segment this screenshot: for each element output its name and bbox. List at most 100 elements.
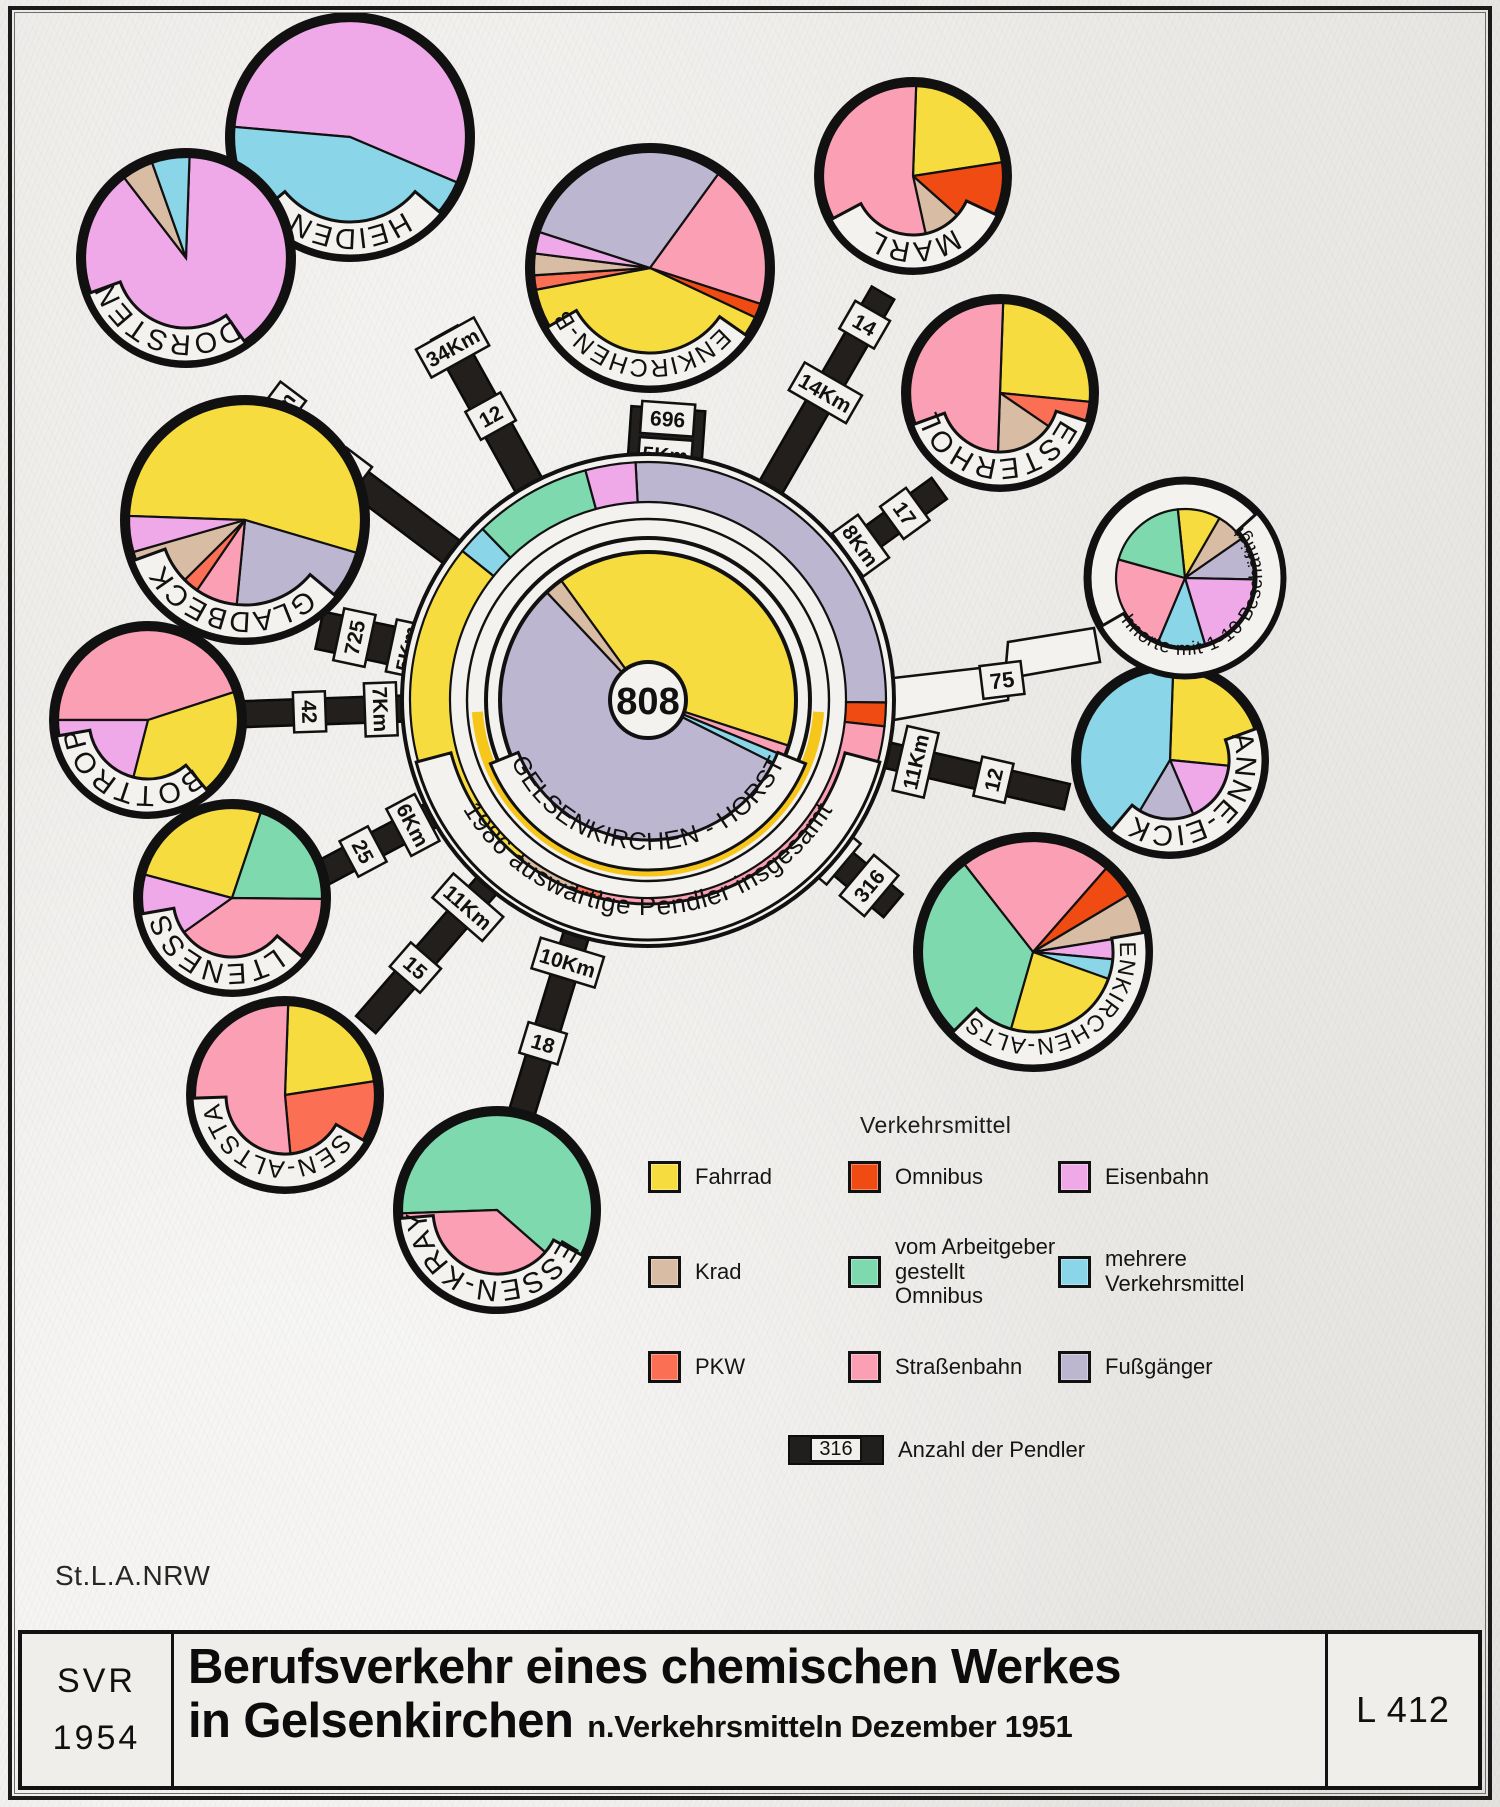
- band-number-text: 7Km: [367, 686, 392, 732]
- band-number-plate: 316: [838, 853, 901, 918]
- band-number-plate: 75: [978, 659, 1026, 701]
- pie-slice: [963, 839, 1108, 954]
- pendler-band-chip: 316: [788, 1434, 884, 1465]
- legend-label: Eisenbahn: [1105, 1163, 1209, 1189]
- band-number-text: 42: [297, 700, 321, 724]
- legend-swatch: [648, 1161, 681, 1193]
- ring-slice: [584, 461, 639, 511]
- place-circle[interactable]: ESSEN-KRAY: [393, 1106, 601, 1314]
- legend-label: mehrere Verkehrsmittel: [1105, 1246, 1245, 1296]
- sheet-number: L 412: [1356, 1689, 1450, 1730]
- place-circle[interactable]: HEIDEN: [225, 12, 475, 262]
- legend-label: Krad: [695, 1258, 742, 1284]
- pendler-band-label: Anzahl der Pendler: [898, 1436, 1086, 1462]
- legend-pendler-key: 316 Anzahl der Pendler: [788, 1434, 1268, 1465]
- legend-label: Omnibus: [895, 1163, 984, 1189]
- place-circle[interactable]: MARL: [814, 77, 1012, 275]
- pie-slice: [127, 402, 363, 555]
- band-number-plate: 12: [463, 390, 518, 442]
- label-ribbon: [1108, 726, 1265, 855]
- legend-item: Straßenbahn: [848, 1350, 1058, 1383]
- pie-slice: [648, 172, 768, 306]
- legend-label: Fußgänger: [1105, 1353, 1213, 1379]
- legend-item: Krad: [648, 1235, 848, 1309]
- pie-slice: [230, 811, 324, 901]
- pendler-band-value: 316: [810, 1437, 862, 1463]
- pie-slice: [538, 150, 720, 270]
- title-block-org: SVR 1954: [22, 1634, 174, 1786]
- legend-swatch: [648, 1350, 681, 1383]
- band-number-plate: 7Km: [362, 680, 399, 738]
- legend-label: vom Arbeitgeber gestellt Omnibus: [895, 1234, 1056, 1309]
- band-number-plate: 17: [878, 486, 932, 541]
- legend-item: Eisenbahn: [1058, 1161, 1268, 1193]
- place-circle[interactable]: DORSTEN: [76, 148, 296, 368]
- pie-slice: [233, 19, 468, 184]
- label-ribbon: [544, 308, 750, 389]
- pie-slice: [143, 806, 263, 900]
- pie-slice: [283, 1003, 376, 1097]
- legend-label: Straßenbahn: [895, 1353, 1023, 1379]
- label-ribbon: [828, 198, 1000, 271]
- place-circle[interactable]: BOTTROP: [49, 621, 247, 819]
- title-line-1: Berufsverkehr eines chemischen Werkes: [188, 1640, 1122, 1694]
- label-ribbon: [950, 930, 1149, 1068]
- label-ribbon: [397, 1213, 586, 1310]
- label-ribbon: [54, 728, 210, 815]
- label-ribbon: [488, 750, 808, 872]
- legend-swatch: [1058, 1161, 1091, 1193]
- title-block: SVR 1954 Berufsverkehr eines chemischen …: [18, 1630, 1482, 1790]
- label-ribbon: [910, 409, 1091, 488]
- band-number-plate: 696: [638, 399, 697, 438]
- legend-item: vom Arbeitgeber gestellt Omnibus: [848, 1234, 1058, 1309]
- legend-swatch: [848, 1161, 881, 1193]
- band-number-plate: 12: [971, 755, 1016, 805]
- legend: Verkehrsmittel Fahrrad Omnibus Eisenbahn Kr…: [648, 1112, 1268, 1465]
- pie-slice: [1114, 558, 1187, 644]
- pie-slice: [1183, 576, 1256, 646]
- legend-label: Fahrrad: [695, 1163, 773, 1189]
- legend-item: Fahrrad: [648, 1161, 848, 1193]
- outer-frame: [8, 6, 1492, 1800]
- band-number-plate: 725: [331, 606, 378, 669]
- inner-frame: [14, 12, 1486, 1794]
- pie-slice: [533, 230, 651, 270]
- label-ribbon: [414, 750, 882, 942]
- legend-swatch: [1058, 1255, 1091, 1288]
- legend-swatch: [848, 1350, 881, 1383]
- legend-label: PKW: [695, 1353, 746, 1379]
- hub-center-value: 808: [616, 681, 679, 723]
- org-abbrev: SVR: [57, 1662, 136, 1700]
- label-ribbon: [1098, 510, 1284, 677]
- legend-swatch: [1058, 1350, 1091, 1383]
- band-number-plate: 18: [517, 1020, 569, 1066]
- annotation-leader: 75: [860, 626, 1102, 724]
- label-ribbon: [138, 906, 306, 993]
- title-block-sheet: L 412: [1328, 1634, 1478, 1786]
- pie-slice: [1117, 508, 1187, 580]
- source-credit: St.L.A.NRW: [55, 1560, 211, 1591]
- band-number-plate: 14: [837, 299, 892, 351]
- legend-item: mehrere Verkehrsmittel: [1058, 1235, 1268, 1309]
- legend-item: Fußgänger: [1058, 1350, 1268, 1383]
- band-number-plate: 11Km: [891, 724, 941, 800]
- pie-slice: [56, 628, 235, 722]
- org-year: 1954: [52, 1719, 141, 1757]
- pie-slice: [911, 84, 1004, 178]
- band-number-plate: 42: [291, 689, 328, 734]
- label-ribbon: [131, 547, 339, 641]
- pie-slice: [127, 514, 246, 554]
- legend-item: Omnibus: [848, 1161, 1058, 1193]
- legend-swatch: [848, 1255, 881, 1288]
- pie-slice: [1078, 668, 1175, 839]
- title-line-2: in Gelsenkirchen: [188, 1693, 574, 1748]
- title-subtitle: n.Verkehrsmitteln Dezember 1951: [587, 1708, 1073, 1744]
- legend-title: Verkehrsmittel: [860, 1112, 1012, 1138]
- band-number-text: 12: [981, 766, 1009, 794]
- label-ribbon: [86, 280, 248, 364]
- legend-items: Fahrrad Omnibus Eisenbahn Krad vom Arbeitgeb…: [648, 1161, 1268, 1383]
- pie-slice: [998, 301, 1092, 403]
